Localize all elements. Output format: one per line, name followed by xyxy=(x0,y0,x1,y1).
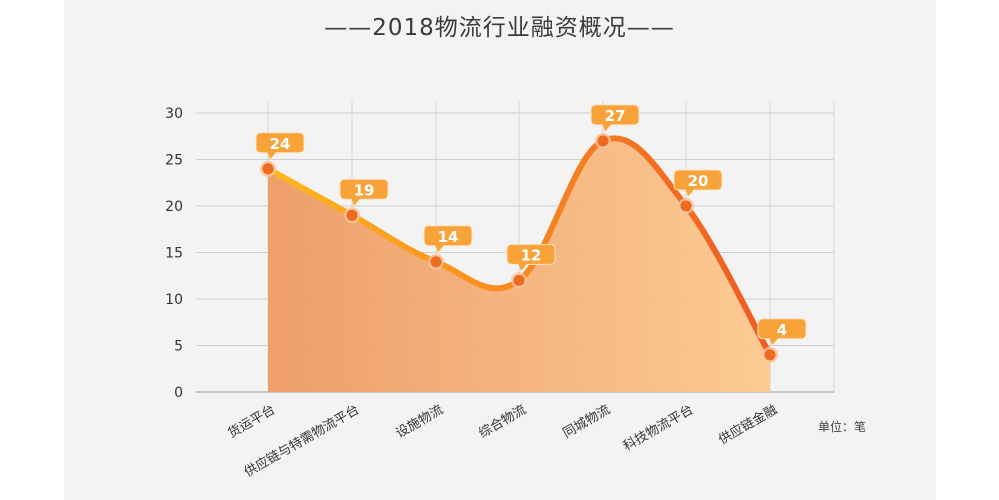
data-point xyxy=(513,274,525,286)
y-tick-label: 10 xyxy=(165,292,183,308)
data-label-bubble xyxy=(255,132,305,161)
data-label: 19 xyxy=(354,181,375,199)
data-label: 20 xyxy=(688,172,709,190)
data-label-bubble xyxy=(673,169,723,198)
area-fill xyxy=(268,138,770,392)
category-label: 货运平台 xyxy=(225,402,278,442)
category-label: 设施物流 xyxy=(393,402,446,441)
data-label-bubble xyxy=(423,225,473,254)
data-label: 4 xyxy=(777,321,787,339)
y-tick-label: 30 xyxy=(165,106,183,122)
data-label: 14 xyxy=(438,228,459,246)
data-label: 12 xyxy=(521,246,542,264)
y-tick-label: 15 xyxy=(165,246,183,262)
chart-title: ——2018物流行业融资概况—— xyxy=(324,15,675,41)
chart-background xyxy=(64,0,936,500)
data-label-bubble xyxy=(590,104,640,133)
data-point xyxy=(430,256,442,268)
y-tick-label: 20 xyxy=(165,199,183,215)
y-tick-label: 5 xyxy=(174,339,183,355)
category-label: 同城物流 xyxy=(560,402,613,441)
data-label-bubble xyxy=(506,243,556,273)
category-label: 科技物流平台 xyxy=(621,402,696,454)
data-label-bubble xyxy=(339,178,389,208)
data-point xyxy=(597,135,609,147)
y-tick-label: 0 xyxy=(174,385,183,401)
y-tick-label: 25 xyxy=(165,153,183,169)
data-label: 24 xyxy=(270,135,291,153)
category-label: 综合物流 xyxy=(476,402,529,441)
unit-label: 单位：笔 xyxy=(818,420,867,434)
data-point xyxy=(764,349,776,361)
data-point xyxy=(346,209,358,221)
data-point xyxy=(262,163,274,175)
data-point xyxy=(680,200,692,212)
data-label: 27 xyxy=(605,107,626,125)
category-label: 供应链金融 xyxy=(716,402,780,448)
data-label-bubble xyxy=(757,318,807,347)
